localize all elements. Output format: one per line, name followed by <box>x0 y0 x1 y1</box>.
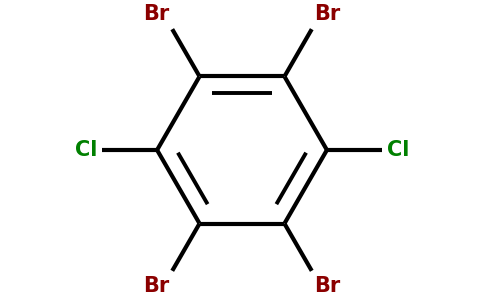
Text: Br: Br <box>143 4 169 25</box>
Text: Cl: Cl <box>75 140 97 160</box>
Text: Br: Br <box>143 275 169 296</box>
Text: Br: Br <box>315 4 341 25</box>
Text: Br: Br <box>315 275 341 296</box>
Text: Cl: Cl <box>387 140 409 160</box>
